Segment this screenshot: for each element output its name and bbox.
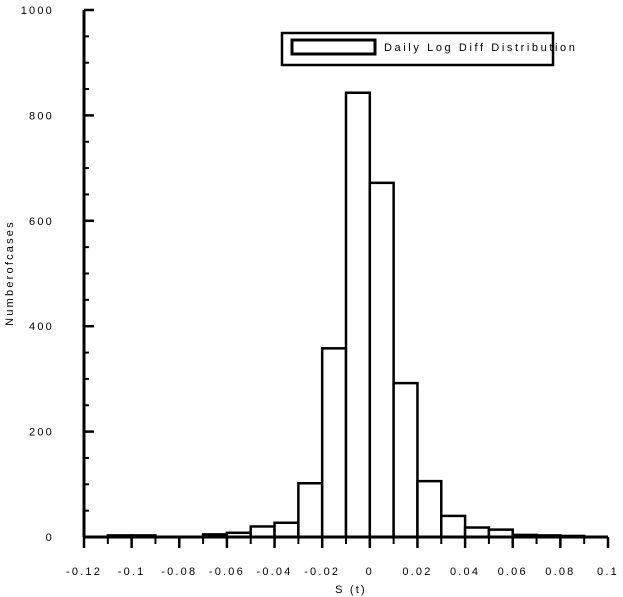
histogram-bar [416, 479, 443, 539]
histogram-bar [344, 91, 372, 539]
y-tick-label: 600 [29, 216, 54, 228]
legend-swatch [290, 38, 377, 56]
x-tick-label: -0.04 [257, 566, 293, 578]
bars-group [106, 91, 586, 539]
y-tick-label: 400 [29, 321, 54, 333]
x-tick-label: -0.08 [161, 566, 197, 578]
y-tick-label: 200 [29, 427, 54, 439]
x-tick-label: 0.08 [545, 566, 575, 578]
x-tick-label: -0.06 [209, 566, 245, 578]
histogram-bar [392, 381, 419, 539]
x-tick-label: 0 [366, 566, 374, 578]
y-tick-label: 0 [46, 532, 54, 544]
legend: Daily Log Diff Distribution [280, 31, 578, 67]
histogram-bar [440, 514, 467, 539]
y-axis-title: Numberofcases [4, 220, 16, 326]
y-tick-label: 1000 [21, 5, 54, 17]
x-tick-label: 0.04 [450, 566, 480, 578]
y-tick-label: 800 [29, 110, 54, 122]
x-tick-label: 0.06 [498, 566, 528, 578]
histogram-bar [297, 481, 324, 539]
histogram-bar [320, 347, 348, 539]
x-axis-title: S (t) [335, 584, 367, 596]
histogram-bar [273, 521, 300, 539]
x-tick-label: -0.1 [118, 566, 146, 578]
histogram-bar [368, 181, 395, 539]
legend-label: Daily Log Diff Distribution [384, 42, 578, 54]
histogram-bar [249, 525, 276, 539]
x-tick-label: -0.02 [304, 566, 340, 578]
x-tick-label: -0.12 [66, 566, 102, 578]
x-tick-label: 0.1 [597, 566, 619, 578]
x-tick-label: 0.02 [402, 566, 432, 578]
ticks-group: 0 200 400 600 800 1000 -0.12 -0.1 -0.08 -0.06 -0.0… [21, 5, 619, 578]
